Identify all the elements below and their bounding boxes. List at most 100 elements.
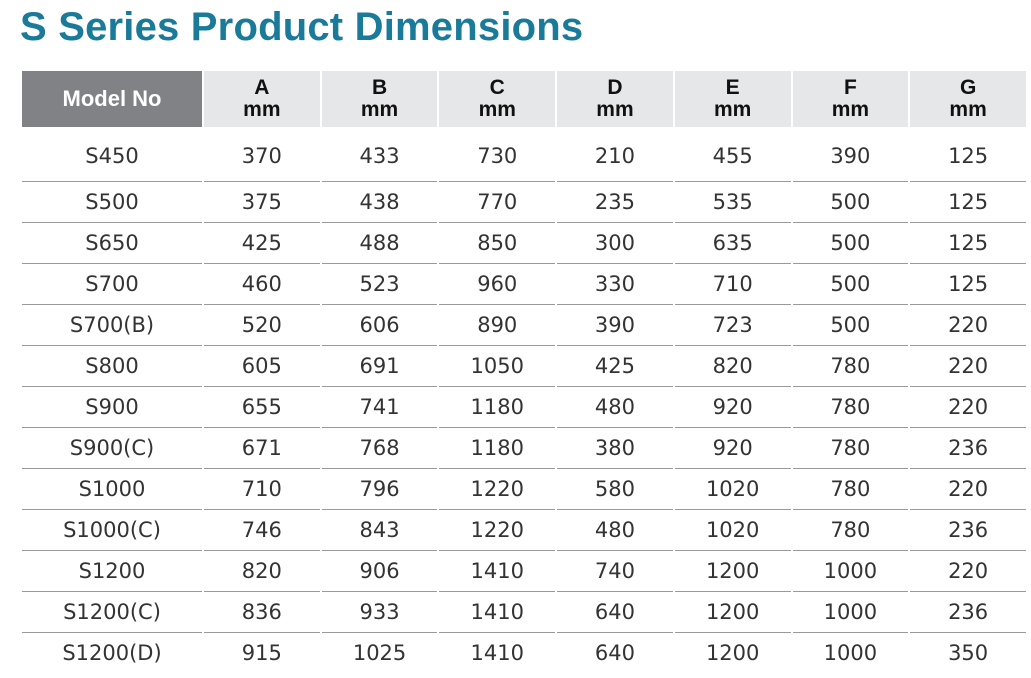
cell-a: 820 [204,551,320,592]
cell-a: 836 [204,592,320,633]
cell-b: 488 [321,223,438,264]
cell-d: 390 [557,305,673,346]
column-header-unit: mm [360,98,399,121]
cell-model-no: S700 [22,264,202,305]
cell-d: 300 [557,223,673,264]
cell-f: 780 [792,346,909,387]
cell-b: 768 [321,428,438,469]
cell-f: 500 [792,223,909,264]
cell-d: 480 [557,510,673,551]
cell-model-no: S1200 [22,551,202,592]
cell-b: 606 [321,305,438,346]
cell-d: 640 [594,641,635,665]
cell-model-no: S700(B) [22,305,202,346]
cell-c: 1220 [439,510,556,551]
cell-b: 796 [321,469,438,510]
cell-g: 236 [910,510,1026,551]
cell-model-no: S900(C) [22,428,202,469]
cell-c: 960 [439,264,556,305]
cell-b: 523 [321,264,438,305]
table-row: S500 375 438 770 235 535 500 125 [22,182,1026,223]
cell-b: 691 [321,346,438,387]
column-header-label: F [843,76,857,99]
cell-model-no: S650 [22,223,202,264]
cell-d: 380 [557,428,673,469]
cell-g: 125 [910,223,1026,264]
cell-c: 850 [439,223,556,264]
cell-e: 1020 [674,469,791,510]
column-header-label: A [254,76,270,99]
cell-a: 520 [204,305,320,346]
cell-d: 210 [557,127,673,182]
column-header-label: Model No [62,86,162,111]
cell-f: 780 [792,428,909,469]
cell-model-no: S900 [22,387,202,428]
cell-f: 780 [792,469,909,510]
cell-a: 375 [204,182,320,223]
column-header-unit: mm [596,98,634,121]
cell-f: 1000 [792,551,909,592]
cell-c: 1410 [439,592,556,633]
table-row: S700(B) 520 606 890 390 723 500 220 [22,305,1026,346]
table-row: S900 655 741 1180 480 920 780 220 [22,387,1026,428]
cell-d: 480 [557,387,673,428]
cell-c: 1410 [470,641,524,665]
cell-f: 500 [792,264,909,305]
column-header-unit: mm [713,98,752,121]
cell-model-no: S800 [22,346,202,387]
cell-b: 843 [321,510,438,551]
column-header-label: C [489,76,505,99]
cell-c: 1220 [439,469,556,510]
cell-a: 915 [241,641,282,665]
cell-b: 433 [321,127,438,182]
cell-model-no: S500 [22,182,202,223]
cell-b: 933 [321,592,438,633]
table-row: S1000(C) 746 843 1220 480 1020 780 236 [22,510,1026,551]
cell-model-no: S1200(D) [62,641,162,665]
cell-a: 425 [204,223,320,264]
cell-f: 500 [792,305,909,346]
column-header-label: D [607,76,623,99]
cell-g: 125 [910,264,1026,305]
table-row: S1000 710 796 1220 580 1020 780 220 [22,469,1026,510]
cell-c: 1050 [439,346,556,387]
cell-e: 710 [674,264,791,305]
cell-a: 655 [204,387,320,428]
cell-g: 220 [910,387,1026,428]
cell-e: 1200 [705,641,760,665]
cell-a: 710 [204,469,320,510]
cell-d: 740 [557,551,673,592]
cell-b: 741 [321,387,438,428]
cell-a: 746 [204,510,320,551]
cell-b: 1025 [352,641,407,665]
cell-d: 425 [557,346,673,387]
cell-e: 635 [674,223,791,264]
table-row: S1200(C) 836 933 1410 640 1200 1000 236 [22,592,1026,633]
cell-e: 1200 [674,551,791,592]
column-header-label: G [959,76,977,99]
table-row: S800 605 691 1050 425 820 780 220 [22,346,1026,387]
table-row: S650 425 488 850 300 635 500 125 [22,223,1026,264]
cell-f: 1000 [792,592,909,633]
cell-g: 236 [910,592,1026,633]
table-row: S700 460 523 960 330 710 500 125 [22,264,1026,305]
cell-a: 671 [204,428,320,469]
cell-g: 220 [910,469,1026,510]
column-header-unit: mm [949,98,987,121]
table-row: S1200 820 906 1410 740 1200 1000 220 [22,551,1026,592]
cell-model-no: S1000 [22,469,202,510]
cell-a: 605 [204,346,320,387]
cell-d: 580 [557,469,673,510]
cell-c: 730 [439,127,556,182]
cell-model-no: S1000(C) [22,510,202,551]
cell-d: 640 [557,592,673,633]
cell-e: 920 [674,428,791,469]
cell-b: 906 [321,551,438,592]
column-header-unit: mm [478,98,516,121]
